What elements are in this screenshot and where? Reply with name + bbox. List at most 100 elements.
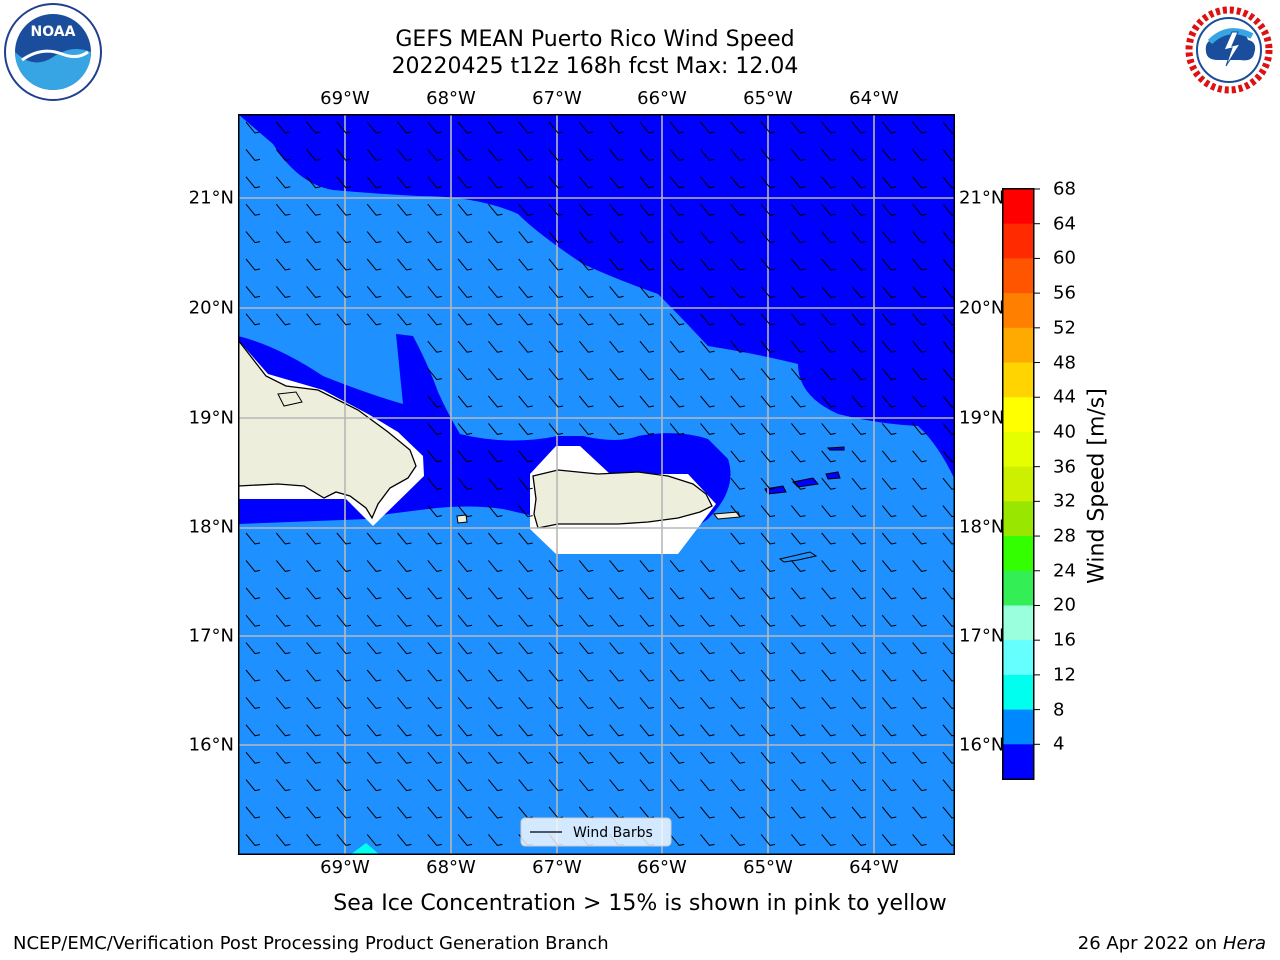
wind-barb (912, 231, 927, 244)
wind-barb (548, 395, 564, 408)
wind-barb (548, 669, 564, 682)
wind-barb (245, 587, 261, 600)
wind-barb (366, 176, 382, 189)
wind-barb (730, 697, 745, 709)
wind-barb (760, 395, 776, 408)
wind-barb (457, 121, 473, 134)
colorbar-segment (1003, 501, 1034, 537)
land-virgin-islands-3 (825, 471, 841, 480)
wind-barb (730, 368, 745, 381)
wind-barb (760, 176, 776, 189)
colorbar-segment (1003, 258, 1034, 294)
wind-barb (912, 149, 927, 161)
land-puerto-rico (532, 469, 713, 529)
colorbar-segment (1003, 674, 1034, 711)
wind-barb (609, 149, 624, 161)
wind-barb (306, 697, 321, 709)
colorbar-tick-label: 68 (1053, 178, 1076, 200)
wind-barb (306, 724, 321, 737)
wind-barb (336, 614, 351, 627)
wind-barb (336, 532, 351, 545)
wind-barb (730, 286, 745, 298)
wind-barb (700, 751, 715, 764)
wind-barb (881, 587, 897, 600)
wind-barb (700, 176, 715, 189)
wind-barb (851, 149, 867, 161)
wind-barb (275, 779, 291, 792)
wind-barb (578, 642, 594, 655)
wind-barb (609, 751, 624, 764)
wind-barb (821, 834, 836, 846)
lon-label-bottom-67w: 67°W (532, 857, 582, 878)
wind-barb (518, 587, 533, 600)
wind-barb (275, 751, 291, 764)
wind-barb (397, 121, 412, 134)
map-gridlines (238, 114, 955, 855)
wind-barb (548, 697, 564, 709)
colorbar-tick-label: 64 (1053, 213, 1076, 235)
wind-barb (548, 642, 564, 655)
wind-barb (881, 779, 897, 792)
wind-barb (245, 697, 261, 709)
wind-barb (730, 313, 745, 326)
wind-barb (912, 834, 927, 846)
wind-barb (730, 121, 745, 134)
wind-barb (912, 477, 927, 490)
wind-barb (730, 149, 745, 161)
wind-barb (942, 669, 955, 682)
wind-barb (881, 477, 897, 490)
wind-barb (912, 121, 927, 134)
wind-barb (881, 149, 897, 161)
wind-barb (942, 505, 955, 518)
wind-barb (245, 203, 261, 216)
wind-barb (791, 231, 806, 244)
wind-barb (336, 203, 351, 216)
wind-barb (760, 642, 776, 655)
wind-barb (851, 286, 867, 298)
wind-barb (609, 587, 624, 600)
wind-barb (548, 724, 564, 737)
wind-barb (548, 751, 564, 764)
wind-barb (457, 724, 473, 737)
wind-barb (851, 203, 867, 216)
land-st-croix (778, 551, 818, 563)
wind-barb (730, 203, 745, 216)
lon-label-top-66w: 66°W (637, 88, 687, 109)
colorbar-segment (1003, 709, 1034, 745)
wind-barb (397, 258, 412, 271)
wind-barb (700, 560, 715, 572)
wind-barb (427, 286, 442, 298)
wind-field-12-16-patch (350, 843, 380, 855)
wind-barb (609, 779, 624, 792)
wind-barb (881, 697, 897, 709)
wind-barb (609, 697, 624, 709)
wind-barb (700, 642, 715, 655)
lon-label-top-68w: 68°W (426, 88, 476, 109)
wind-barb (245, 532, 261, 545)
wind-barb (669, 724, 685, 737)
wind-barb (912, 176, 927, 189)
wind-barb (942, 614, 955, 627)
wind-barb (366, 614, 382, 627)
wind-barb (275, 121, 291, 134)
wind-barb (791, 176, 806, 189)
wind-barb (912, 806, 927, 819)
wind-barb (306, 203, 321, 216)
wind-barb (669, 423, 685, 435)
wind-barb (427, 258, 442, 271)
wind-barb (942, 450, 955, 463)
wind-barb (760, 258, 776, 271)
wind-barb (275, 697, 291, 709)
wind-barb (336, 779, 351, 792)
wind-barb (609, 176, 624, 189)
wind-barb (881, 532, 897, 545)
wind-barb (821, 560, 836, 572)
wind-barb (306, 286, 321, 298)
wind-barb (366, 669, 382, 682)
wind-barb (488, 614, 503, 627)
wind-barb (760, 286, 776, 298)
colorbar-segment (1003, 744, 1034, 780)
wind-barb (609, 340, 624, 353)
wind-barb (942, 834, 955, 846)
wind-barb (791, 286, 806, 298)
